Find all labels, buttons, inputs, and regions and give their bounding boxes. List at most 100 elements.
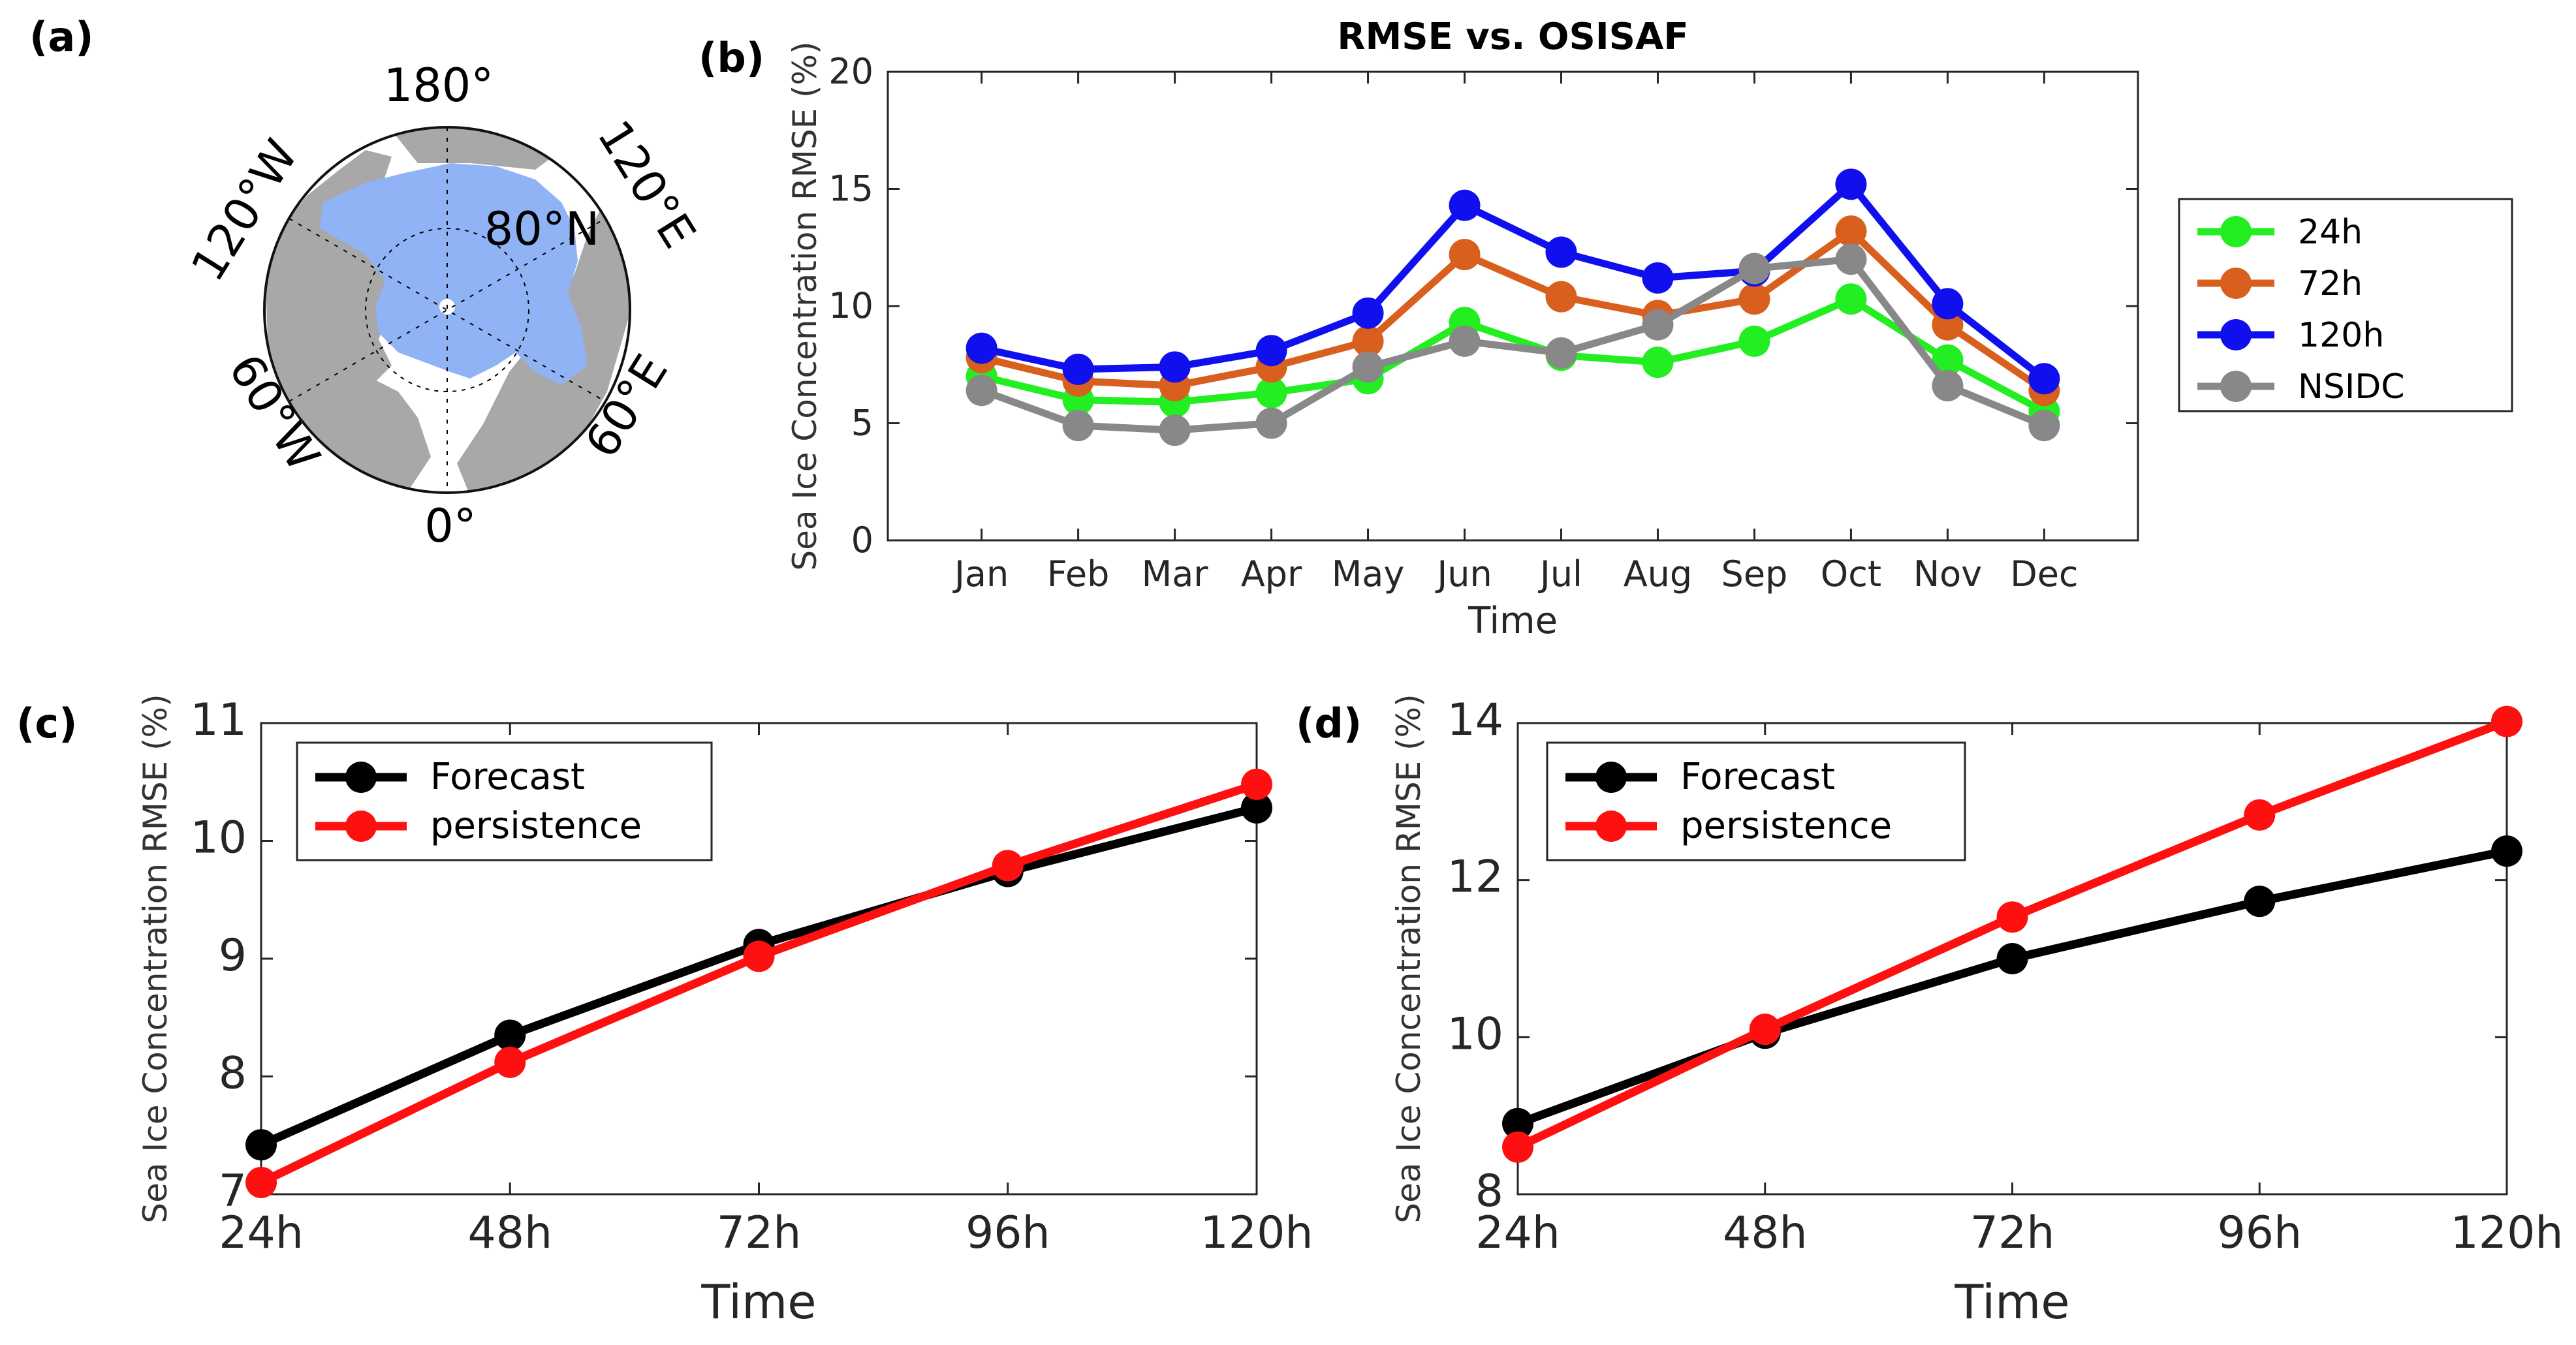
y-axis-label: Sea Ice Concentration RMSE (%)	[1390, 694, 1428, 1223]
chart-d: 8 10 12 14 24h 48h 72h 96h 120h Time Sea Ice Conce…	[1390, 694, 2563, 1329]
x-axis-label: Time	[1468, 600, 1558, 642]
data-point	[1835, 243, 1867, 275]
legend-marker	[2220, 319, 2252, 350]
data-point	[1996, 901, 2028, 933]
data-point	[743, 940, 775, 972]
data-point	[1642, 309, 1674, 341]
data-point	[2244, 799, 2276, 831]
x-tick-label: Apr	[1241, 553, 1302, 595]
data-point	[1255, 335, 1287, 367]
x-axis-label: Time	[1954, 1275, 2069, 1329]
data-point	[2491, 705, 2522, 737]
legend-marker	[2220, 371, 2252, 402]
x-tick-label: Oct	[1821, 553, 1881, 595]
legend-marker	[2220, 216, 2252, 247]
legend-marker	[1595, 811, 1627, 842]
legend-label: 72h	[2298, 264, 2363, 303]
data-point	[2028, 410, 2060, 442]
data-point	[494, 1019, 526, 1051]
data-point	[1352, 325, 1384, 357]
data-point	[1738, 253, 1770, 285]
legend-marker	[345, 811, 377, 842]
y-tick-label: 0	[851, 519, 873, 561]
legend-label: persistence	[430, 805, 642, 847]
x-tick-label: Feb	[1047, 553, 1110, 595]
y-tick-label: 5	[851, 403, 873, 444]
x-tick-label: 120h	[1201, 1207, 1313, 1259]
data-point	[2028, 363, 2060, 395]
map-label-0: 0°	[424, 499, 477, 553]
y-tick-label: 11	[190, 694, 247, 746]
panel-b-label: (b)	[699, 34, 764, 82]
data-point	[1449, 325, 1481, 357]
data-point	[1352, 297, 1384, 329]
data-point	[1159, 414, 1191, 446]
data-point	[1545, 337, 1577, 369]
legend-label: 24h	[2298, 213, 2363, 252]
x-tick-label: 24h	[219, 1207, 304, 1259]
x-tick-label: 96h	[2217, 1207, 2302, 1259]
data-point	[1835, 215, 1867, 247]
data-point	[245, 1166, 277, 1198]
x-tick-label: Mar	[1142, 553, 1209, 595]
series-nsidc	[966, 243, 2060, 446]
chart-title: RMSE vs. OSISAF	[1337, 16, 1688, 58]
legend-marker	[2220, 268, 2252, 299]
data-point	[966, 375, 997, 407]
data-point	[1932, 288, 1964, 320]
x-tick-label: Jun	[1435, 553, 1492, 595]
polar-map: 180° 120°E 60°E 0° 60°W 120°W 80°N	[181, 59, 706, 553]
data-point	[1449, 239, 1481, 271]
map-border	[263, 126, 631, 494]
data-point	[1835, 168, 1867, 200]
data-point	[1159, 351, 1191, 383]
x-tick-label: 48h	[1723, 1207, 1808, 1259]
data-point	[1749, 1013, 1781, 1045]
y-tick-label: 10	[1447, 1008, 1503, 1060]
legend: 24h 72h 120h NSIDC	[2178, 198, 2513, 412]
x-tick-label: 24h	[1475, 1207, 1560, 1259]
series-line	[981, 295, 2046, 415]
y-tick-label: 9	[219, 930, 247, 982]
data-point	[1502, 1131, 1533, 1163]
legend-label: persistence	[1680, 805, 1892, 847]
x-tick-label: May	[1332, 553, 1405, 595]
map-land-americas	[264, 150, 405, 424]
x-tick-label: Dec	[2010, 553, 2079, 595]
y-tick-label: 8	[1475, 1166, 1503, 1217]
y-tick-label: 7	[219, 1166, 247, 1217]
panel-d-label: (d)	[1296, 700, 1362, 747]
data-point	[245, 1129, 277, 1161]
y-tick-label: 20	[828, 51, 873, 92]
x-tick-label: 120h	[2451, 1207, 2564, 1259]
x-tick-label: Jul	[1538, 553, 1582, 595]
data-point	[1062, 410, 1094, 442]
y-tick-label: 10	[828, 285, 873, 326]
data-point	[1352, 351, 1384, 383]
data-point	[966, 332, 997, 364]
map-sea-ice	[320, 163, 588, 385]
series-line	[981, 180, 2047, 382]
data-point	[1545, 281, 1577, 313]
legend-label: Forecast	[1680, 756, 1835, 798]
y-tick-label: 8	[219, 1048, 247, 1100]
x-tick-label: Jan	[952, 553, 1009, 595]
x-tick-label: 96h	[966, 1207, 1050, 1259]
legend-label: Forecast	[430, 756, 585, 798]
legend-label: NSIDC	[2298, 367, 2405, 407]
chart-b: 0 5 10 15 20 Jan Feb Mar Apr May Jun Jul Aug Sep Oct No…	[786, 16, 2513, 642]
y-tick-label: 15	[828, 168, 873, 209]
series-line	[980, 255, 2046, 434]
legend: Forecast persistence	[296, 741, 713, 861]
y-axis-label: Sea Ice Concentration RMSE (%)	[136, 694, 174, 1223]
x-tick-label: 72h	[1970, 1207, 2055, 1259]
chart-c: 7 8 9 10 11 24h 48h 72h 96h 120h Time Sea Ice Conce…	[136, 694, 1313, 1329]
data-point	[1835, 283, 1867, 315]
data-point	[1642, 262, 1674, 294]
map-label-80n: 80°N	[484, 202, 599, 256]
data-point	[1996, 943, 2028, 974]
x-tick-label: 48h	[467, 1207, 552, 1259]
series-persistence	[245, 768, 1272, 1198]
data-point	[2491, 835, 2522, 867]
series-line	[981, 227, 2047, 394]
